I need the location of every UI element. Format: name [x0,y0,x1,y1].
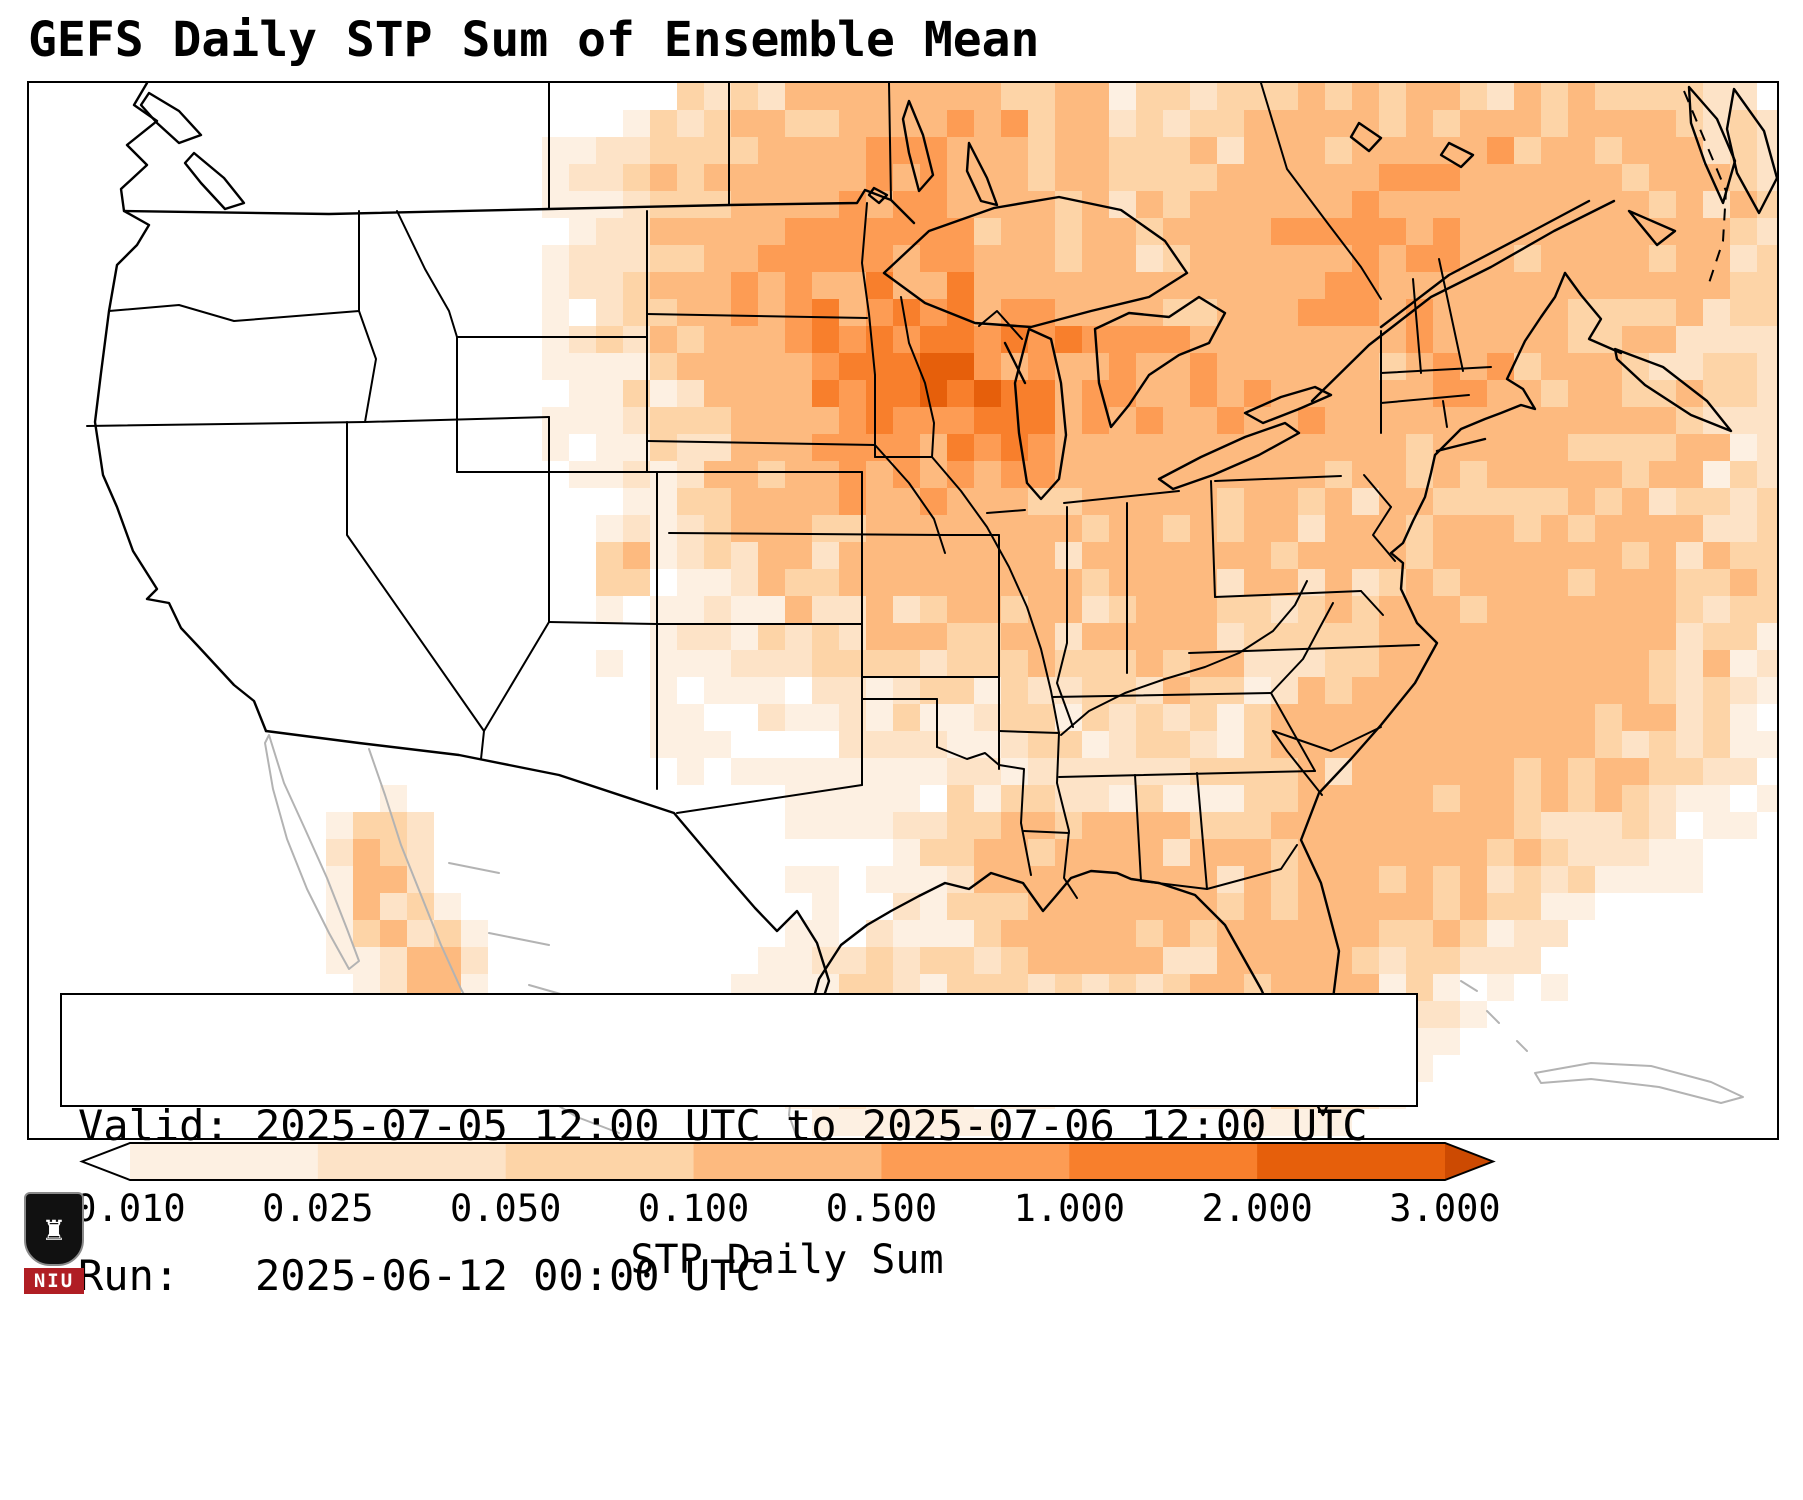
map [86,83,1777,1138]
colorbar [79,1142,1496,1181]
colorbar-tick-label: 1.000 [1013,1187,1125,1230]
niu-logo-text: NIU [24,1268,84,1294]
niu-logo: ♜ NIU [24,1192,84,1296]
state-boundaries [86,83,1492,899]
stp-heatmap-cells [326,83,1777,1136]
colorbar-tick-label: 0.500 [825,1187,938,1230]
colorbar-tick-label: 3.000 [1389,1187,1501,1230]
map-frame [27,81,1779,1140]
colorbar-label: STP Daily Sum [630,1237,944,1283]
colorbar-tick-label: 0.010 [74,1187,186,1230]
colorbar-area: 0.010 0.025 0.050 0.100 0.500 1.000 2.000 3.000… [0,1141,1803,1301]
valid-text: Valid: 2025-07-05 12:00 UTC to 2025-07-0… [78,1101,1368,1150]
colorbar-tick-label: 2.000 [1201,1187,1313,1230]
coastlines [93,83,1777,1117]
mexico-cuba-boundaries [264,734,1744,1138]
colorbar-tick-label: 0.100 [637,1187,750,1230]
niu-shield-icon: ♜ [24,1192,84,1266]
colorbar-tick-label: 0.050 [450,1187,562,1230]
colorbar-tick-label: 0.025 [262,1187,374,1230]
page-title: GEFS Daily STP Sum of Ensemble Mean [28,12,1040,68]
castle-icon: ♜ [43,1209,65,1249]
valid-run-annotation-box: Valid: 2025-07-05 12:00 UTC to 2025-07-0… [60,993,1418,1300]
run-text: Run: 2025-06-12 00:00 UTC [78,1251,761,1300]
